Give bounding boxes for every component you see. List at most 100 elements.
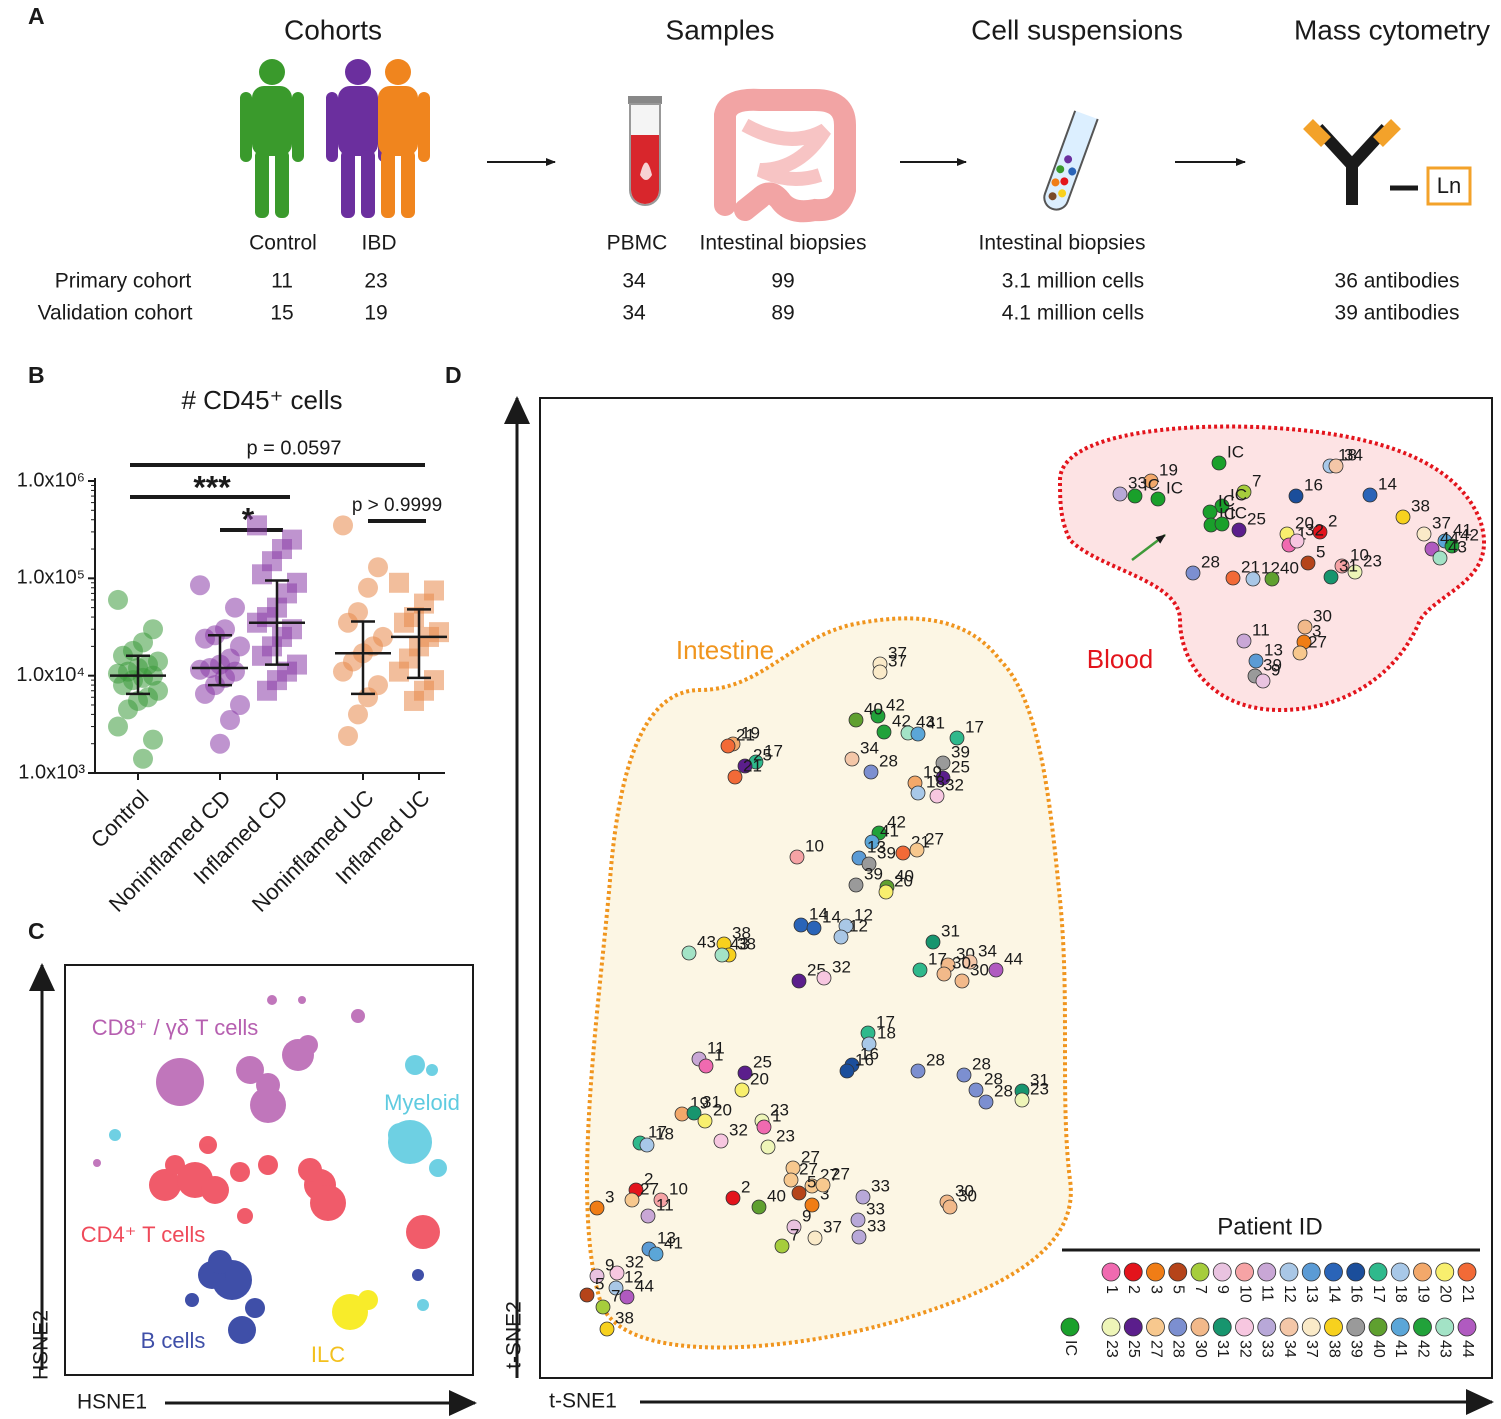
point-label: 9 [605, 1255, 614, 1274]
cell: 4.1 million cells [1002, 302, 1144, 325]
legend-marker [1235, 1317, 1254, 1337]
data-point [910, 785, 926, 801]
legend-marker [1390, 1317, 1410, 1337]
point-label: 10 [805, 836, 824, 855]
group-label: PBMC [607, 232, 668, 255]
data-point [1312, 524, 1328, 540]
data-point [833, 929, 849, 945]
panel-label: D [445, 362, 462, 388]
data-point [737, 1065, 753, 1081]
data-point [348, 704, 368, 725]
data-point [394, 612, 414, 633]
data-point [962, 954, 978, 970]
point-label: 17 [965, 717, 984, 736]
y-tick-label: 1.0x10⁵ [17, 567, 85, 589]
data-point [1214, 498, 1230, 514]
data-point [878, 884, 894, 900]
ln-label: Ln [1437, 173, 1461, 198]
legend-marker [1146, 1317, 1165, 1337]
step-title: Cell suspensions [971, 14, 1183, 45]
legend-label: 14 [1325, 1285, 1342, 1303]
point-label: 2 [1328, 511, 1337, 530]
legend-marker [1413, 1262, 1432, 1282]
point-label: 25 [753, 1052, 772, 1071]
data-point [190, 575, 210, 596]
point-label: 37 [1432, 513, 1451, 532]
data-point [133, 748, 153, 769]
data-point [230, 694, 250, 715]
data-point [793, 917, 809, 933]
axis-label: t-SNE2 [503, 1301, 526, 1369]
legend-label: 30 [1192, 1340, 1209, 1358]
data-point [855, 1189, 871, 1205]
population-label: CD4⁺ T cells [81, 1222, 206, 1247]
legend-marker [1168, 1317, 1188, 1337]
point-label: 7 [611, 1286, 620, 1305]
data-point [113, 675, 133, 696]
significance: *** [193, 469, 231, 505]
point-label: IC [1230, 485, 1247, 504]
legend-label: 34 [1281, 1340, 1298, 1358]
point-label: 30 [952, 953, 971, 972]
step-title: Mass cytometry [1294, 14, 1490, 45]
point-label: 32 [1305, 520, 1324, 539]
point-label: 39 [864, 864, 883, 883]
legend-label: 21 [1459, 1285, 1476, 1303]
legend-label: 32 [1236, 1340, 1253, 1358]
y-tick-label: 1.0x10³ [18, 761, 85, 783]
data-point [220, 710, 240, 731]
point-label: 32 [625, 1252, 644, 1271]
legend-marker [1301, 1317, 1321, 1337]
data-point [861, 1036, 877, 1052]
data-point [252, 645, 272, 666]
point-label: 13 [867, 837, 886, 856]
p-value: p = 0.0597 [246, 437, 341, 459]
data-point [929, 788, 945, 804]
point-label: 42 [892, 711, 911, 730]
panel-label: B [28, 362, 45, 388]
point-label: 11 [656, 1195, 674, 1214]
data-point [1143, 473, 1159, 489]
point-label: 42 [887, 812, 906, 831]
point-label: 28 [1201, 552, 1220, 571]
data-point [774, 1238, 790, 1254]
map-frame [64, 964, 474, 1376]
data-point [195, 683, 215, 704]
data-point [143, 729, 163, 750]
cell: 11 [271, 270, 293, 293]
data-point [1334, 558, 1350, 574]
data-point [698, 1058, 714, 1074]
data-point [816, 970, 832, 986]
point-label: 18 [926, 772, 945, 791]
data-point [1432, 550, 1448, 566]
point-label: 25 [753, 745, 772, 764]
data-point [1236, 484, 1252, 500]
data-point [734, 1082, 750, 1098]
point-label: 18 [655, 1124, 674, 1143]
x-tick-label: Control [86, 785, 154, 853]
point-label: 44 [635, 1276, 654, 1295]
data-point [210, 733, 230, 754]
group-label: Intestinal biopsies [979, 232, 1146, 255]
legend-marker [1346, 1262, 1366, 1282]
point-label: 16 [855, 1050, 874, 1069]
point-label: 33 [867, 1216, 886, 1235]
point-label: 1 [714, 1045, 723, 1064]
hsne-clusters [93, 995, 447, 1344]
data-point [850, 1212, 866, 1228]
point-label: 10 [669, 1179, 688, 1198]
data-point [1231, 522, 1247, 538]
data-point [791, 973, 807, 989]
data-point [870, 708, 886, 724]
point-label: 27 [831, 1164, 850, 1183]
point-label: 7 [790, 1225, 799, 1244]
point-label: 27 [925, 829, 944, 848]
point-label: 43 [1448, 537, 1467, 556]
legend-marker [1279, 1317, 1299, 1337]
cell: 15 [270, 302, 293, 325]
data-point [727, 769, 743, 785]
legend-marker [1190, 1262, 1210, 1282]
legend-label: 11 [1259, 1285, 1276, 1302]
point-label: 23 [1030, 1079, 1049, 1098]
data-point [338, 725, 358, 746]
